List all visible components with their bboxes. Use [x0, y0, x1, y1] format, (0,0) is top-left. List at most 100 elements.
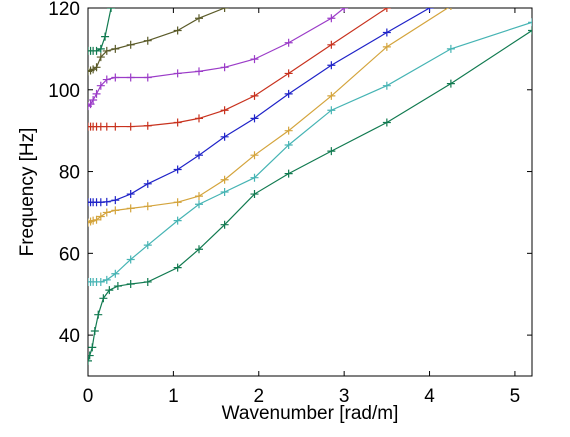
data-point — [327, 91, 336, 100]
data-point — [88, 351, 94, 360]
series-line — [88, 8, 449, 224]
data-point — [90, 327, 99, 336]
data-point — [220, 188, 229, 196]
data-point — [88, 356, 92, 365]
data-point — [382, 8, 391, 12]
data-point — [250, 91, 259, 100]
data-point — [96, 53, 105, 62]
data-point — [528, 26, 532, 35]
data-point — [327, 106, 336, 115]
data-point — [143, 241, 152, 250]
data-point — [126, 40, 135, 49]
data-point — [126, 190, 135, 199]
series-1 — [88, 26, 532, 365]
data-point — [173, 165, 182, 174]
data-point — [143, 73, 152, 82]
data-point — [284, 140, 293, 149]
data-point — [99, 294, 108, 303]
data-point — [195, 67, 203, 76]
data-point — [284, 38, 293, 47]
x-tick-label: 0 — [83, 386, 94, 407]
data-point — [102, 122, 111, 131]
data-point — [94, 310, 103, 319]
data-point — [143, 202, 152, 211]
data-point — [195, 114, 203, 123]
data-point — [107, 8, 116, 12]
data-point — [143, 277, 152, 286]
data-point — [250, 173, 259, 182]
data-point — [327, 14, 336, 23]
data-point — [143, 36, 152, 45]
data-point — [284, 169, 293, 178]
data-point — [89, 65, 98, 74]
series-layer — [88, 8, 532, 365]
data-point — [92, 63, 101, 72]
data-point — [382, 118, 391, 127]
data-point — [89, 216, 98, 225]
x-tick-label: 5 — [510, 386, 521, 407]
data-point — [126, 73, 135, 82]
tick-labels: 0 1 2 3 4 5 40 60 80 100 120 — [48, 0, 520, 407]
data-point — [96, 212, 105, 221]
data-point — [340, 8, 349, 12]
series-line — [88, 21, 532, 283]
data-point — [101, 32, 110, 41]
data-point — [327, 147, 336, 156]
data-point — [102, 275, 111, 284]
data-point — [143, 179, 152, 188]
data-point — [382, 42, 391, 51]
data-point — [195, 200, 203, 209]
data-point — [92, 46, 101, 55]
data-point — [446, 44, 455, 53]
data-point — [111, 206, 120, 215]
data-point — [126, 122, 135, 131]
data-point — [284, 126, 293, 135]
data-point — [425, 8, 434, 12]
data-point — [195, 14, 203, 23]
y-axis-label: Frequency [Hz] — [17, 128, 38, 257]
x-tick-label: 3 — [339, 386, 350, 407]
data-point — [96, 44, 105, 53]
data-point — [96, 277, 105, 286]
data-point — [111, 196, 120, 205]
series-line — [88, 8, 112, 52]
y-tick-label: 80 — [59, 163, 80, 184]
data-point — [382, 81, 391, 90]
series-5 — [88, 8, 391, 131]
data-point — [446, 79, 455, 88]
data-point — [88, 343, 97, 352]
y-tick-label: 40 — [59, 326, 80, 347]
series-line — [88, 8, 345, 107]
data-point — [102, 197, 111, 206]
axis-ticks — [87, 7, 532, 376]
x-tick-label: 4 — [424, 386, 435, 407]
data-point — [382, 28, 391, 37]
x-axis-label: Wavenumber [rad/m] — [222, 403, 399, 424]
data-point — [220, 175, 229, 184]
y-tick-label: 120 — [48, 0, 80, 20]
series-4 — [88, 8, 434, 207]
data-point — [111, 269, 120, 278]
data-point — [111, 73, 120, 82]
data-point — [528, 18, 532, 27]
data-point — [250, 190, 259, 199]
data-point — [195, 192, 203, 201]
data-point — [88, 100, 95, 109]
data-point — [92, 215, 101, 224]
data-point — [126, 204, 135, 213]
data-point — [102, 208, 111, 217]
series-8 — [88, 8, 116, 55]
series-2 — [88, 18, 532, 286]
data-point — [96, 81, 105, 90]
data-point — [250, 55, 259, 64]
data-point — [111, 44, 120, 53]
data-point — [111, 122, 120, 131]
data-point — [173, 26, 182, 35]
x-tick-label: 2 — [253, 386, 264, 407]
data-point — [173, 118, 182, 127]
data-point — [195, 151, 203, 160]
y-tick-label: 100 — [48, 81, 80, 102]
data-point — [195, 245, 203, 254]
y-tick-label: 60 — [59, 244, 80, 265]
